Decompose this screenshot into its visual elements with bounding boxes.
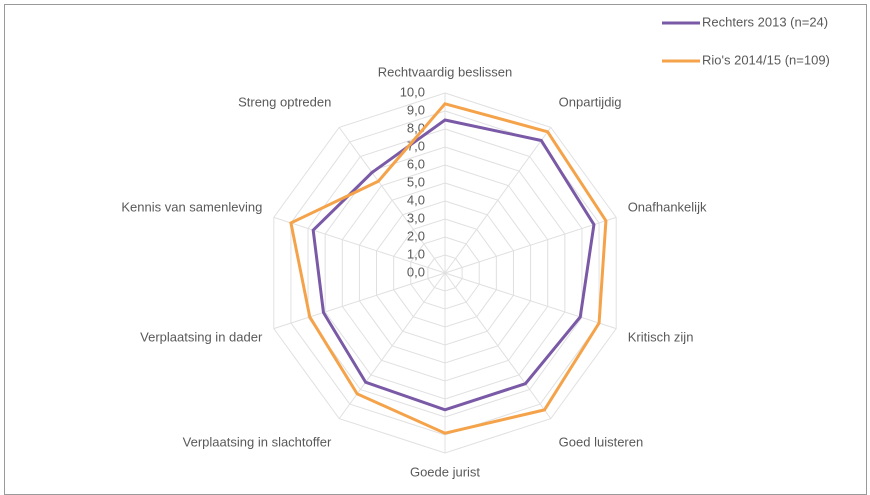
axis-label: Goede jurist [410,464,480,479]
spoke [444,127,552,274]
axis-label: Streng optreden [238,95,331,110]
axis-label: Verplaatsing in dader [140,329,263,344]
spoke [273,272,446,330]
r-tick-label: 3,0 [407,210,425,225]
spoke [444,216,617,274]
axis-label: Goed luisteren [559,434,644,449]
axis-label: Rechtvaardig beslissen [378,64,512,79]
spoke [273,216,446,274]
r-tick-label: 1,0 [407,246,425,261]
spoke [338,127,446,274]
axis-label: Onafhankelijk [628,200,707,215]
series-line [311,118,596,412]
legend-label: Rio's 2014/15 (n=109) [702,52,830,67]
r-tick-label: 6,0 [407,156,425,171]
spoke [444,272,552,419]
chart-frame [4,4,867,495]
r-tick-label: 4,0 [407,192,425,207]
axis-label: Kennis van samenleving [121,200,262,215]
axis-label: Kritisch zijn [628,329,694,344]
r-tick-label: 2,0 [407,228,425,243]
r-tick-label: 9,0 [407,102,425,117]
axis-label: Onpartijdig [559,95,622,110]
r-tick-label: 10,0 [400,84,425,99]
legend-label: Rechters 2013 (n=24) [702,14,828,29]
spoke [444,272,617,330]
axis-label: Verplaatsing in slachtoffer [183,434,332,449]
series-line [289,102,608,435]
r-tick-label: 5,0 [407,174,425,189]
r-tick-label: 0,0 [407,264,425,279]
